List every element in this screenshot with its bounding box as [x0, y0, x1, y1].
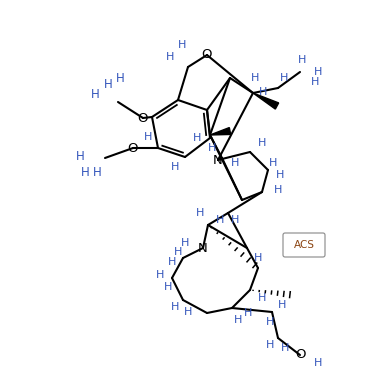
Text: H: H	[258, 138, 266, 148]
FancyBboxPatch shape	[283, 233, 325, 257]
Text: O: O	[138, 111, 148, 124]
Text: H: H	[76, 151, 84, 163]
Text: H: H	[269, 158, 277, 168]
Text: H: H	[314, 358, 322, 368]
Text: H: H	[168, 257, 176, 267]
Text: H: H	[171, 302, 179, 312]
Text: H: H	[274, 185, 282, 195]
Text: H: H	[181, 238, 189, 248]
Text: H: H	[314, 67, 322, 77]
Text: H: H	[278, 300, 286, 310]
Text: H: H	[251, 73, 259, 83]
Text: H: H	[178, 40, 186, 50]
Text: H: H	[259, 87, 267, 97]
Text: H: H	[231, 215, 239, 225]
Text: H: H	[104, 79, 112, 91]
Text: O: O	[128, 142, 138, 154]
Text: H: H	[174, 247, 182, 257]
Text: H: H	[216, 215, 224, 225]
Text: H: H	[254, 253, 262, 263]
Polygon shape	[253, 93, 279, 109]
Text: H: H	[164, 282, 172, 292]
Text: H: H	[244, 308, 252, 318]
Text: H: H	[311, 77, 319, 87]
Text: H: H	[156, 270, 164, 280]
Text: H: H	[196, 208, 204, 218]
Text: H: H	[266, 317, 274, 327]
Text: H: H	[81, 165, 89, 179]
Text: H: H	[166, 52, 174, 62]
Text: H: H	[276, 170, 284, 180]
Text: H: H	[184, 307, 192, 317]
Text: H: H	[266, 340, 274, 350]
Text: H: H	[208, 143, 216, 153]
Polygon shape	[210, 127, 231, 135]
Text: H: H	[93, 165, 101, 179]
Text: ACS: ACS	[293, 240, 315, 250]
Text: H: H	[171, 162, 179, 172]
Text: H: H	[234, 315, 242, 325]
Text: H: H	[281, 343, 289, 353]
Text: N: N	[213, 154, 223, 167]
Text: H: H	[258, 293, 266, 303]
Text: H: H	[231, 158, 239, 168]
Text: H: H	[193, 133, 201, 143]
Text: O: O	[295, 348, 305, 362]
Text: H: H	[144, 132, 152, 142]
Text: H: H	[90, 88, 100, 102]
Text: O: O	[202, 48, 212, 61]
Text: H: H	[116, 72, 124, 84]
Text: H: H	[280, 73, 288, 83]
Text: H: H	[298, 55, 306, 65]
Text: N: N	[198, 242, 208, 255]
